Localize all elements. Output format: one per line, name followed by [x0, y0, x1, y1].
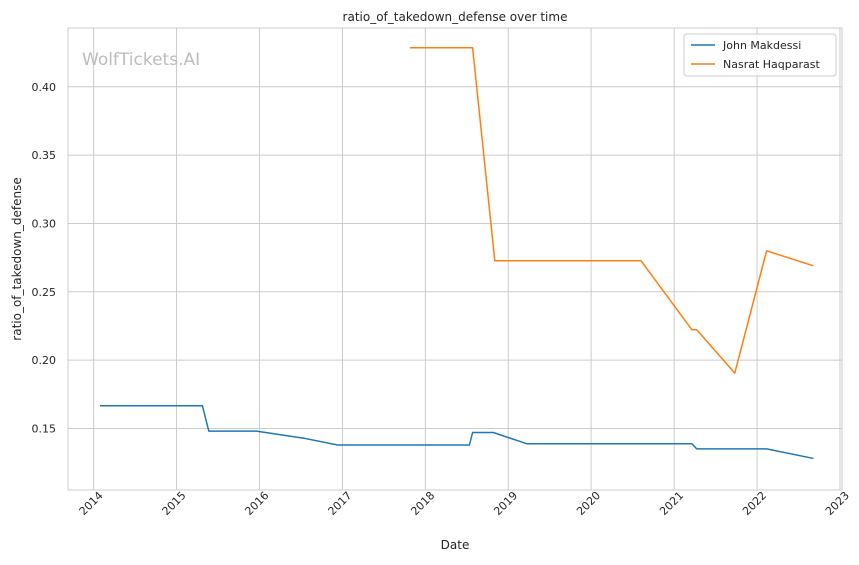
- series-line-nasrat-haqparast: [409, 46, 814, 374]
- x-tick-label: 2019: [491, 489, 520, 518]
- y-tick-label: 0.25: [32, 286, 57, 299]
- watermark: WolfTickets.AI: [82, 50, 200, 70]
- x-tick-label: 2017: [326, 489, 355, 518]
- y-tick-label: 0.35: [32, 149, 57, 162]
- x-tick-label: 2018: [408, 489, 437, 518]
- chart-title: ratio_of_takedown_defense over time: [343, 10, 568, 24]
- x-tick-label: 2016: [242, 489, 271, 518]
- x-axis-label: Date: [441, 538, 470, 552]
- legend-label-nasrat-haqparast: Nasrat Haqparast: [723, 58, 820, 71]
- plot-area-background: [68, 28, 842, 490]
- y-tick-label: 0.15: [32, 422, 57, 435]
- x-tick-label: 2014: [77, 489, 106, 518]
- plot-frame: [67, 27, 843, 491]
- x-tick-label: 2023: [823, 489, 852, 518]
- legend-label-john-makdessi: John Makdessi: [722, 39, 801, 52]
- x-tick-label: 2015: [160, 489, 189, 518]
- x-tick-label: 2020: [574, 489, 603, 518]
- legend-frame: [683, 33, 837, 77]
- x-tick-label: 2021: [657, 489, 686, 518]
- legend: John Makdessi Nasrat Haqparast: [683, 33, 837, 77]
- grid: [68, 28, 842, 490]
- y-tick-label: 0.30: [32, 217, 57, 230]
- series-lines: [99, 46, 814, 460]
- y-tick-label: 0.40: [32, 81, 57, 94]
- y-axis-label: ratio_of_takedown_defense: [10, 177, 24, 340]
- x-tick-label: 2022: [740, 489, 769, 518]
- series-line-john-makdessi: [99, 404, 814, 460]
- y-tick-label: 0.20: [32, 354, 57, 367]
